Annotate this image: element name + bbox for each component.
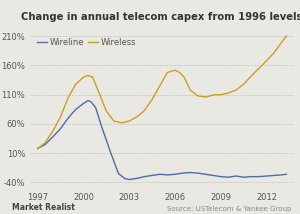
Wireless bbox=[91, 76, 94, 79]
Wireless bbox=[66, 96, 70, 99]
Wireless bbox=[97, 91, 101, 93]
Wireline bbox=[51, 135, 55, 138]
Wireless bbox=[204, 96, 207, 98]
Wireless bbox=[234, 89, 238, 91]
Wireless bbox=[128, 120, 131, 122]
Wireline bbox=[74, 108, 78, 111]
Wireless bbox=[208, 95, 212, 97]
Wireless bbox=[120, 122, 123, 124]
Wireless bbox=[74, 83, 78, 85]
Wireless bbox=[143, 109, 146, 112]
Wireless bbox=[112, 120, 116, 122]
Wireline bbox=[59, 127, 62, 130]
Wireline bbox=[242, 176, 245, 178]
Line: Wireline: Wireline bbox=[38, 101, 286, 180]
Wireless bbox=[166, 71, 169, 74]
Wireline bbox=[143, 175, 146, 178]
Wireline bbox=[36, 147, 39, 150]
Wireline bbox=[188, 171, 192, 174]
Wireline bbox=[173, 173, 177, 175]
Wireless bbox=[250, 75, 253, 77]
Text: Market Realist: Market Realist bbox=[12, 203, 75, 212]
Wireline bbox=[86, 99, 90, 102]
Wireless bbox=[182, 76, 186, 79]
Wireless bbox=[82, 76, 85, 79]
Title: Change in annual telecom capex from 1996 levels: Change in annual telecom capex from 1996… bbox=[21, 12, 300, 22]
Wireline bbox=[181, 172, 184, 174]
Wireless bbox=[219, 94, 223, 96]
Wireline bbox=[128, 178, 131, 181]
Wireline bbox=[89, 100, 93, 103]
Wireline bbox=[265, 175, 268, 177]
Wireless bbox=[51, 130, 55, 132]
Wireline bbox=[272, 174, 276, 177]
Wireless bbox=[104, 110, 108, 112]
Wireless bbox=[44, 141, 47, 144]
Wireline bbox=[123, 177, 126, 180]
Wireline bbox=[285, 173, 288, 175]
Wireline bbox=[66, 117, 70, 119]
Wireline bbox=[158, 173, 161, 175]
Wireline bbox=[109, 152, 113, 155]
Wireless bbox=[196, 95, 200, 97]
Wireless bbox=[280, 41, 284, 43]
Wireline bbox=[226, 176, 230, 178]
Wireline bbox=[82, 102, 85, 105]
Wireline bbox=[250, 175, 253, 178]
Wireless bbox=[59, 116, 62, 118]
Wireless bbox=[150, 98, 154, 101]
Line: Wireless: Wireless bbox=[38, 36, 286, 149]
Wireless bbox=[242, 83, 245, 85]
Wireline bbox=[150, 174, 154, 177]
Wireless bbox=[158, 85, 161, 87]
Wireline bbox=[219, 175, 223, 178]
Wireless bbox=[226, 92, 230, 94]
Legend: Wireline, Wireless: Wireline, Wireless bbox=[37, 38, 136, 47]
Wireless bbox=[265, 59, 268, 62]
Wireline bbox=[280, 174, 284, 176]
Wireless bbox=[257, 67, 261, 70]
Wireless bbox=[86, 74, 90, 77]
Wireline bbox=[196, 172, 200, 174]
Wireline bbox=[257, 175, 261, 178]
Wireless bbox=[213, 94, 216, 96]
Wireline bbox=[117, 172, 120, 175]
Wireless bbox=[285, 35, 288, 37]
Wireline bbox=[166, 174, 169, 176]
Wireless bbox=[272, 51, 276, 54]
Wireline bbox=[100, 126, 103, 128]
Wireless bbox=[173, 69, 177, 71]
Wireline bbox=[94, 106, 98, 109]
Wireless bbox=[188, 89, 192, 91]
Wireless bbox=[135, 116, 139, 118]
Text: Source: USTelecom & Yankee Group: Source: USTelecom & Yankee Group bbox=[167, 206, 291, 212]
Wireline bbox=[44, 143, 47, 146]
Wireline bbox=[204, 173, 207, 175]
Wireline bbox=[135, 177, 139, 180]
Wireless bbox=[178, 71, 181, 74]
Wireless bbox=[36, 147, 39, 150]
Wireline bbox=[211, 174, 215, 177]
Wireline bbox=[234, 175, 238, 177]
